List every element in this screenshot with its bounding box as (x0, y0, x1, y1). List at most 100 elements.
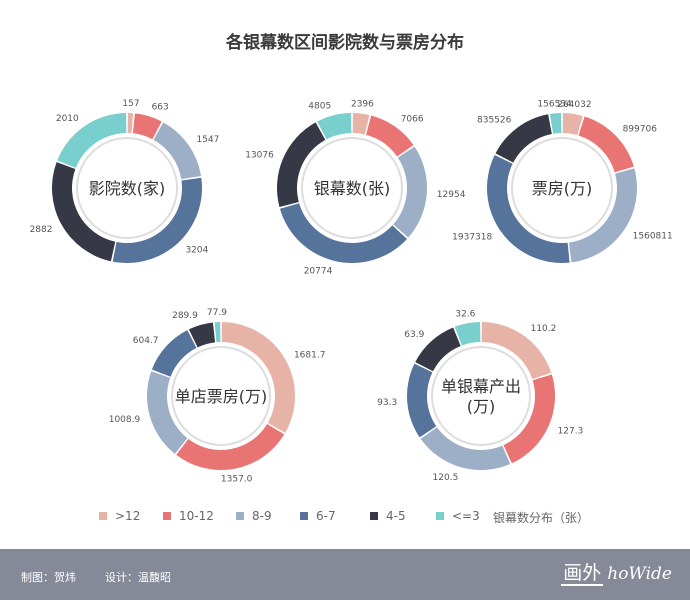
slice--12 (562, 113, 583, 136)
legend-label: 4-5 (386, 509, 406, 523)
legend-item-6-7: 6-7 (300, 509, 336, 523)
legend-swatch (436, 512, 444, 520)
value-label: 157 (122, 99, 139, 109)
slice-10-12 (503, 374, 555, 464)
slice-6-7 (279, 203, 408, 264)
center-label: 单店票房(万) (175, 387, 268, 406)
value-label: 32.6 (455, 309, 475, 319)
value-label: 93.3 (377, 398, 397, 408)
donut-chart-1: 157 663 1547 3204 2882 2010 影院数(家) (30, 99, 219, 263)
slice-6-7 (112, 177, 202, 263)
donut-center (511, 137, 613, 239)
footer: 制图：贺炜 设计：温馥昭 画外 hoWide (0, 549, 690, 600)
slice-10-12 (366, 115, 414, 157)
value-label: 110.2 (531, 324, 557, 334)
legend-label: <=3 (452, 509, 480, 523)
legend-note: 银幕数分布（张） (493, 511, 590, 525)
value-label: 127.3 (558, 427, 584, 437)
center-label: 票房(万) (532, 179, 593, 198)
chart-title: 各银幕数区间影院数与票房分布 (226, 33, 464, 53)
legend-swatch (370, 512, 378, 520)
donut-chart-3: 264032 899706 1560811 1937318 835526 156534 票房… (452, 99, 673, 263)
slice--12 (352, 113, 370, 135)
slice-8-9 (393, 146, 428, 238)
slice-8-9 (420, 427, 511, 470)
value-label: 1008.9 (109, 415, 141, 425)
value-label: 289.9 (172, 311, 198, 321)
legend-swatch (236, 512, 244, 520)
value-label: 604.7 (133, 336, 159, 346)
value-label: 1937318 (452, 233, 492, 243)
value-label: 1357.0 (221, 475, 253, 485)
legend-item-gt12: >12 (99, 509, 140, 523)
value-label: 264032 (557, 100, 591, 110)
value-label: 899706 (623, 124, 658, 134)
center-label: 银幕数(张) (314, 179, 391, 198)
slice-4-5 (495, 114, 552, 163)
value-label: 663 (152, 103, 169, 113)
legend-item-le3: <=3 (436, 509, 480, 523)
slice-6-7 (407, 363, 437, 438)
slice--3 (214, 322, 221, 343)
legend-label: 10-12 (179, 509, 214, 523)
legend-item-8-9: 8-9 (236, 509, 272, 523)
value-label: 3204 (185, 246, 208, 256)
legend-swatch (163, 512, 171, 520)
legend-swatch (99, 512, 107, 520)
slice--12 (481, 322, 552, 380)
slice-10-12 (132, 113, 162, 140)
slice--3 (549, 113, 562, 134)
value-label: 13076 (245, 151, 274, 161)
legend-item-4-5: 4-5 (370, 509, 406, 523)
value-label: 77.9 (207, 308, 227, 318)
slice-4-5 (415, 327, 461, 372)
donut-center (301, 137, 403, 239)
slice-10-12 (176, 424, 285, 471)
value-label: 2882 (30, 225, 53, 235)
legend-label: >12 (115, 509, 141, 523)
credit-design: 设计：温馥昭 (105, 571, 171, 584)
value-label: 63.9 (404, 330, 424, 340)
slice--12 (127, 113, 134, 134)
donut-center (76, 137, 178, 239)
slice-8-9 (153, 122, 202, 180)
value-label: 1681.7 (294, 350, 326, 360)
donut-center (431, 346, 531, 446)
slice--12 (221, 322, 295, 433)
logo-cn: 画外 (561, 562, 604, 586)
donut-chart-4: 1681.7 1357.0 1008.9 604.7 289.9 77.9 单店票房(万) (109, 308, 326, 484)
value-label: 12954 (437, 190, 466, 200)
brand-logo: 画外 hoWide (561, 559, 672, 589)
slice-6-7 (487, 154, 570, 263)
donut-chart-2: 2396 7066 12954 20774 13076 4805 银幕数(张) (245, 100, 466, 277)
value-label: 20774 (304, 267, 333, 277)
legend-label: 8-9 (252, 509, 272, 523)
slice-8-9 (568, 168, 637, 263)
legend: >12 10-12 8-9 6-7 4-5 <=3 银幕数分布（张） (0, 509, 690, 529)
value-label: 1547 (196, 135, 219, 145)
slice--3 (454, 322, 481, 346)
legend-swatch (300, 512, 308, 520)
slice--3 (317, 113, 352, 140)
value-label: 156534 (537, 99, 572, 109)
value-label: 2010 (56, 114, 79, 124)
value-label: 4805 (308, 102, 331, 112)
slice-4-5 (188, 322, 216, 348)
value-label: 2396 (351, 100, 374, 110)
center-label: (万) (467, 397, 496, 416)
slice--3 (57, 113, 127, 168)
value-label: 1560811 (633, 231, 673, 241)
slice-8-9 (147, 371, 188, 454)
slice-4-5 (277, 122, 326, 208)
legend-label: 6-7 (316, 509, 336, 523)
value-label: 835526 (477, 116, 512, 126)
center-label: 影院数(家) (89, 179, 166, 198)
slice-6-7 (151, 330, 197, 377)
logo-en: hoWide (607, 564, 672, 584)
slice-10-12 (578, 116, 634, 173)
value-label: 7066 (401, 114, 424, 124)
donut-charts: 157 663 1547 3204 2882 2010 影院数(家) 2396 7066 1295… (30, 99, 673, 484)
donut-center (171, 346, 271, 446)
center-label: 单银幕产出 (441, 377, 521, 396)
legend-item-10-12: 10-12 (163, 509, 214, 523)
